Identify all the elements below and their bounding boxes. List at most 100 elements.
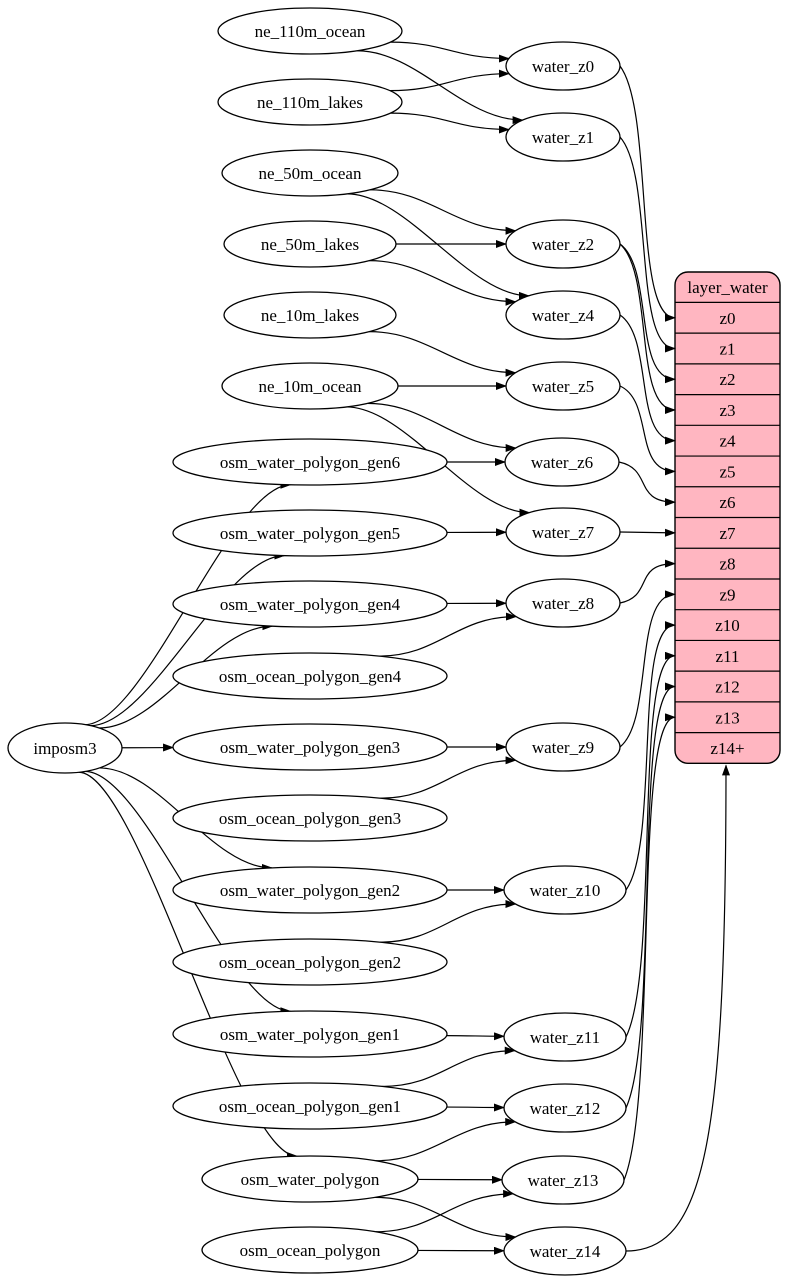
node-label-osm_ocean_polygon_gen3: osm_ocean_polygon_gen3: [219, 809, 401, 828]
node-label-osm_ocean_polygon_gen4: osm_ocean_polygon_gen4: [219, 667, 402, 686]
node-water_z4: water_z4: [505, 290, 621, 340]
node-label-water_z5: water_z5: [532, 377, 594, 396]
node-label-ne_10m_ocean: ne_10m_ocean: [259, 377, 362, 396]
edge-ne_110m_lakes-to-water_z1: [390, 112, 510, 134]
node-water_z14: water_z14: [503, 1226, 627, 1276]
node-label-water_z2: water_z2: [532, 235, 594, 254]
node-water_z1: water_z1: [505, 112, 621, 162]
node-label-water_z9: water_z9: [532, 738, 594, 757]
node-label-ne_110m_ocean: ne_110m_ocean: [255, 22, 366, 41]
node-osm_ocean_polygon: osm_ocean_polygon: [201, 1226, 419, 1274]
node-label-water_z7: water_z7: [532, 523, 595, 542]
node-osm_water_polygon_gen4: osm_water_polygon_gen4: [172, 580, 448, 628]
node-label-osm_water_polygon_gen2: osm_water_polygon_gen2: [220, 881, 400, 900]
edge-water_z0-to-layer_water-z0: [619, 65, 676, 322]
node-shape-water_z5: [505, 361, 621, 411]
node-water_z7: water_z7: [505, 507, 621, 557]
node-label-ne_50m_lakes: ne_50m_lakes: [261, 235, 359, 254]
edge-ne_10m_lakes-to-water_z5: [369, 331, 517, 377]
node-shape-water_z4: [505, 290, 621, 340]
node-label-water_z10: water_z10: [530, 881, 601, 900]
table-row-z12: z12: [715, 678, 740, 697]
node-label-water_z11: water_z11: [530, 1028, 600, 1047]
node-ne_50m_lakes: ne_50m_lakes: [223, 220, 397, 268]
edge-water_z4-to-layer_water-z4: [619, 314, 676, 445]
table-row-z6: z6: [719, 493, 735, 512]
node-shape-ne_110m_ocean: [217, 7, 403, 55]
node-shape-water_z6: [504, 437, 620, 487]
node-label-water_z0: water_z0: [532, 57, 594, 76]
node-osm_ocean_polygon_gen4: osm_ocean_polygon_gen4: [172, 652, 448, 700]
node-label-osm_ocean_polygon_gen2: osm_ocean_polygon_gen2: [219, 953, 401, 972]
edge-imposm3-to-osm_water_polygon_gen5: [90, 551, 286, 727]
node-water_z5: water_z5: [505, 361, 621, 411]
edge-water_z5-to-layer_water-z5: [619, 385, 676, 476]
edge-water_z6-to-layer_water-z6: [618, 461, 676, 507]
node-ne_10m_ocean: ne_10m_ocean: [221, 362, 399, 410]
node-shape-water_z10: [503, 865, 627, 915]
node-label-water_z6: water_z6: [531, 453, 593, 472]
node-shape-water_z11: [503, 1012, 627, 1062]
node-water_z9: water_z9: [505, 722, 621, 772]
edge-water_z1-to-layer_water-z1: [619, 136, 676, 353]
node-label-water_z12: water_z12: [530, 1099, 601, 1118]
edge-water_z12-to-layer_water-z12: [625, 682, 676, 1109]
node-shape-osm_ocean_polygon_gen4: [172, 652, 448, 700]
edge-osm_water_polygon-to-water_z12: [375, 1117, 517, 1162]
node-shape-water_z2: [505, 219, 621, 269]
node-label-osm_ocean_polygon_gen1: osm_ocean_polygon_gen1: [219, 1097, 401, 1116]
node-shape-ne_10m_ocean: [221, 362, 399, 410]
table-row-z14+: z14+: [710, 739, 744, 758]
node-water_z11: water_z11: [503, 1012, 627, 1062]
edge-water_z8-to-layer_water-z8: [619, 559, 676, 604]
edge-water_z11-to-layer_water-z11: [625, 651, 676, 1038]
node-shape-osm_ocean_polygon: [201, 1226, 419, 1274]
node-label-water_z13: water_z13: [528, 1171, 599, 1190]
edge-water_z14-to-layer_water-z14+: [625, 764, 730, 1252]
node-shape-ne_50m_lakes: [223, 220, 397, 268]
node-osm_ocean_polygon_gen2: osm_ocean_polygon_gen2: [172, 938, 448, 986]
edge-water_z7-to-layer_water-z7: [619, 528, 676, 537]
node-label-osm_water_polygon_gen3: osm_water_polygon_gen3: [220, 738, 400, 757]
node-shape-osm_water_polygon_gen2: [172, 866, 448, 914]
edge-ne_50m_ocean-to-water_z2: [369, 189, 517, 235]
edge-water_z2-to-layer_water-z3: [619, 243, 676, 414]
node-shape-osm_ocean_polygon_gen3: [172, 794, 448, 842]
node-ne_10m_lakes: ne_10m_lakes: [223, 291, 397, 339]
node-osm_water_polygon_gen1: osm_water_polygon_gen1: [172, 1010, 448, 1058]
edge-ne_110m_ocean-to-water_z0: [390, 41, 510, 63]
node-water_z13: water_z13: [501, 1155, 625, 1205]
node-shape-water_z0: [505, 41, 621, 91]
node-ne_50m_ocean: ne_50m_ocean: [221, 149, 399, 197]
node-shape-osm_water_polygon_gen6: [172, 438, 448, 486]
node-water_z0: water_z0: [505, 41, 621, 91]
node-shape-water_z12: [503, 1083, 627, 1133]
node-osm_water_polygon: osm_water_polygon: [201, 1155, 419, 1203]
node-ne_110m_ocean: ne_110m_ocean: [217, 7, 403, 55]
node-shape-osm_water_polygon_gen1: [172, 1010, 448, 1058]
node-shape-imposm3: [7, 722, 123, 774]
node-osm_water_polygon_gen5: osm_water_polygon_gen5: [172, 509, 448, 557]
table-row-z0: z0: [719, 309, 735, 328]
table-title: layer_water: [687, 278, 768, 297]
node-shape-osm_water_polygon: [201, 1155, 419, 1203]
node-osm_water_polygon_gen3: osm_water_polygon_gen3: [172, 723, 448, 771]
edge-osm_ocean_polygon_gen4-to-water_z8: [378, 612, 517, 657]
edge-ne_110m_ocean-to-water_z1: [357, 50, 524, 125]
table-row-z11: z11: [716, 647, 740, 666]
node-label-ne_10m_lakes: ne_10m_lakes: [261, 306, 359, 325]
node-ne_110m_lakes: ne_110m_lakes: [217, 78, 403, 126]
node-imposm3: imposm3: [7, 722, 123, 774]
edge-ne_50m_ocean-to-water_z4: [347, 193, 530, 300]
edge-osm_water_polygon-to-water_z14: [375, 1196, 517, 1242]
node-label-water_z14: water_z14: [530, 1242, 601, 1261]
edge-ne_10m_ocean-to-water_z6: [367, 402, 517, 453]
edge-water_z10-to-layer_water-z10: [625, 621, 676, 891]
node-label-osm_water_polygon_gen1: osm_water_polygon_gen1: [220, 1025, 400, 1044]
edge-ne_110m_lakes-to-water_z0: [389, 69, 510, 92]
node-water_z2: water_z2: [505, 219, 621, 269]
edge-osm_ocean_polygon_gen2-to-water_z10: [380, 899, 517, 943]
edge-ne_50m_lakes-to-water_z4: [369, 260, 517, 306]
table-row-z9: z9: [719, 585, 735, 604]
